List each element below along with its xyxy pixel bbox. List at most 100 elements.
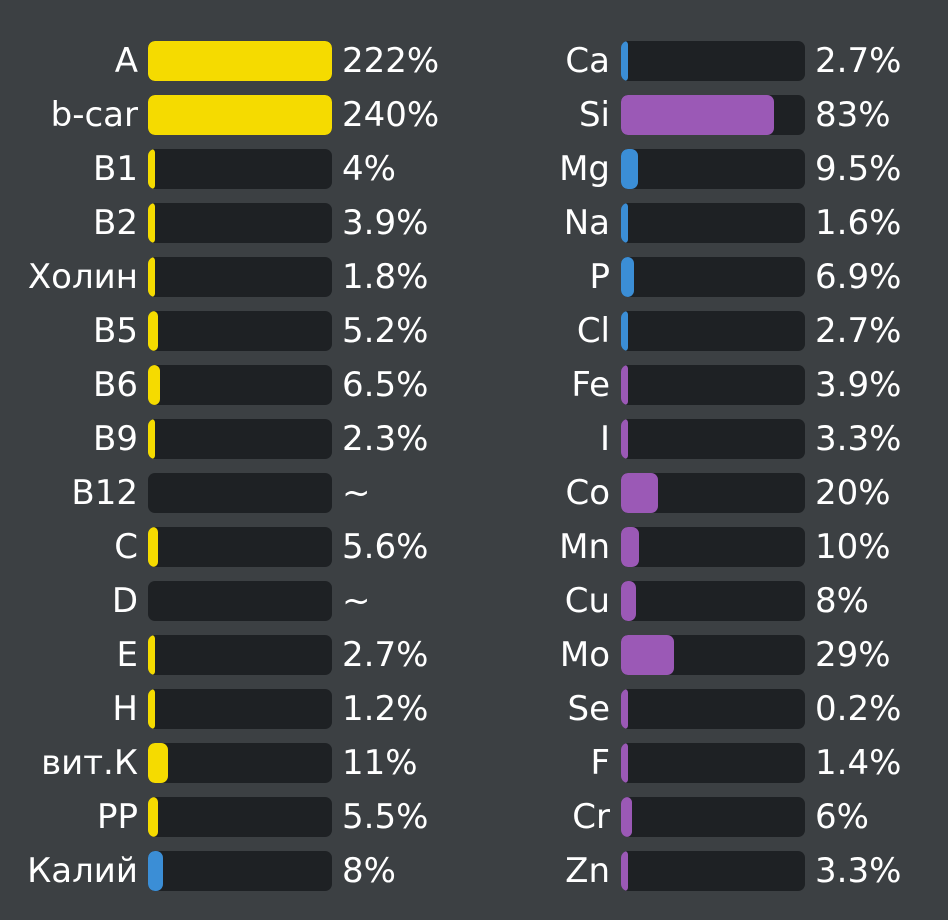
bar-track	[621, 311, 805, 351]
bar-value-label: 11%	[342, 743, 418, 783]
bar-value-label: 240%	[342, 95, 440, 135]
bar-value-label: 1.8%	[342, 257, 429, 297]
bar-label: B1	[93, 149, 138, 189]
bar-value-label: 6.9%	[815, 257, 902, 297]
bar-fill	[621, 527, 640, 567]
bar-label: D	[111, 581, 138, 621]
bar-label: Cl	[576, 311, 610, 351]
bar-track	[148, 419, 332, 459]
bar-fill	[148, 365, 160, 405]
bar-label: Mo	[559, 635, 610, 675]
bar-label: Co	[565, 473, 610, 513]
bar-value-label: 20%	[815, 473, 891, 513]
bar-fill	[621, 203, 628, 243]
bar-value-label: 1.6%	[815, 203, 902, 243]
bar-track	[148, 635, 332, 675]
bar-fill	[148, 797, 159, 837]
bar-fill	[621, 797, 633, 837]
bar-value-label: 2.7%	[815, 41, 902, 81]
bar-value-label: ~	[342, 581, 371, 621]
bar-value-label: 8%	[342, 851, 396, 891]
bar-track	[621, 419, 805, 459]
bar-value-label: 9.5%	[815, 149, 902, 189]
bar-track	[621, 851, 805, 891]
bar-track	[148, 689, 332, 729]
bar-track	[148, 203, 332, 243]
bar-value-label: 3.3%	[815, 851, 902, 891]
bar-track	[148, 257, 332, 297]
bar-fill	[621, 851, 628, 891]
bar-track	[621, 257, 805, 297]
bar-track	[148, 149, 332, 189]
bar-value-label: 3.9%	[815, 365, 902, 405]
bar-fill	[621, 581, 636, 621]
bar-value-label: 3.9%	[342, 203, 429, 243]
bar-label: Ca	[565, 41, 610, 81]
bar-track	[621, 41, 805, 81]
bar-track	[148, 41, 332, 81]
bar-label: C	[114, 527, 138, 567]
bar-value-label: 2.7%	[815, 311, 902, 351]
bar-fill	[148, 95, 332, 135]
bar-fill	[148, 311, 158, 351]
bar-track	[621, 365, 805, 405]
bar-label: E	[116, 635, 138, 675]
bar-value-label: 0.2%	[815, 689, 902, 729]
bar-fill	[148, 41, 332, 81]
bar-value-label: 10%	[815, 527, 891, 567]
bar-label: Fe	[571, 365, 610, 405]
bar-value-label: 5.2%	[342, 311, 429, 351]
bar-track	[148, 311, 332, 351]
bar-value-label: 2.7%	[342, 635, 429, 675]
bar-label: H	[112, 689, 138, 729]
bar-value-label: 1.2%	[342, 689, 429, 729]
bar-fill	[621, 419, 628, 459]
bar-value-label: 8%	[815, 581, 869, 621]
bar-track	[621, 581, 805, 621]
bar-label: Cr	[572, 797, 610, 837]
bar-fill	[148, 203, 156, 243]
bar-fill	[621, 41, 628, 81]
bar-value-label: 6%	[815, 797, 869, 837]
bar-fill	[148, 149, 156, 189]
bar-label: B5	[93, 311, 138, 351]
bar-label: P	[589, 257, 610, 297]
bar-fill	[148, 635, 155, 675]
bar-track	[621, 473, 805, 513]
bar-track	[148, 473, 332, 513]
bar-label: B2	[93, 203, 138, 243]
bar-value-label: 1.4%	[815, 743, 902, 783]
bar-fill	[621, 365, 629, 405]
bar-label: I	[599, 419, 610, 459]
bar-track	[148, 95, 332, 135]
bar-label: B9	[93, 419, 138, 459]
bar-value-label: 5.6%	[342, 527, 429, 567]
bar-value-label: 5.5%	[342, 797, 429, 837]
bar-label: Холин	[27, 257, 138, 297]
bar-label: Se	[567, 689, 611, 729]
bar-value-label: 4%	[342, 149, 396, 189]
bar-label: Zn	[565, 851, 610, 891]
bar-fill	[148, 527, 159, 567]
bar-value-label: 3.3%	[815, 419, 902, 459]
bar-track	[621, 797, 805, 837]
bar-track	[621, 635, 805, 675]
bar-fill	[621, 257, 634, 297]
bar-label: вит.К	[41, 743, 138, 783]
bar-fill	[621, 743, 628, 783]
bar-fill	[148, 743, 169, 783]
bar-label: F	[590, 743, 610, 783]
bar-track	[148, 365, 332, 405]
bar-track	[148, 797, 332, 837]
bar-track	[621, 149, 805, 189]
bar-track	[621, 689, 805, 729]
bar-value-label: 2.3%	[342, 419, 429, 459]
bar-label: Na	[563, 203, 610, 243]
bar-fill	[621, 149, 639, 189]
bar-label: Mn	[559, 527, 610, 567]
bar-value-label: 222%	[342, 41, 440, 81]
bar-track	[621, 527, 805, 567]
bar-value-label: ~	[342, 473, 371, 513]
bar-track	[148, 527, 332, 567]
bar-label: Cu	[564, 581, 610, 621]
